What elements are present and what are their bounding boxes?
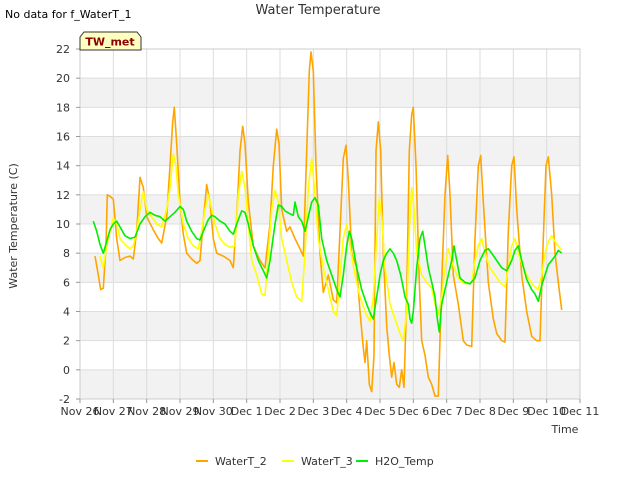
- x-tick-label: Dec 4: [331, 405, 363, 418]
- y-tick-label: 0: [63, 364, 70, 377]
- x-tick-label: Dec 9: [497, 405, 529, 418]
- y-tick-label: 14: [56, 160, 70, 173]
- y-tick-label: 6: [63, 276, 70, 289]
- x-tick-label: Dec 11: [561, 405, 600, 418]
- legend-item-watert-2: WaterT_2: [196, 455, 267, 468]
- x-tick-label: Dec 6: [397, 405, 429, 418]
- legend-label: WaterT_2: [215, 455, 267, 468]
- plot-band: [80, 311, 580, 341]
- plot-background-bands: [80, 78, 580, 399]
- x-tick-label: Dec 3: [297, 405, 329, 418]
- plot-band: [80, 78, 580, 108]
- series-lines: [92, 51, 563, 397]
- legend: WaterT_2 WaterT_3 H2O_Temp: [196, 455, 434, 468]
- x-tick-label: Nov 28: [127, 405, 166, 418]
- x-tick-label: Nov 26: [61, 405, 100, 418]
- x-tick-label: Dec 5: [364, 405, 396, 418]
- y-tick-label: 18: [56, 101, 70, 114]
- x-tick-label: Nov 29: [161, 405, 200, 418]
- x-tick-label: Dec 2: [264, 405, 296, 418]
- y-tick-label: 22: [56, 43, 70, 56]
- x-tick-label: Dec 10: [527, 405, 566, 418]
- x-tick-label: Nov 30: [194, 405, 233, 418]
- tw-met-badge: TW_met: [79, 31, 142, 51]
- y-axis-ticks: -2 0 2 4 6 8 10 12 14 16 18 20 22: [56, 43, 80, 406]
- badge-label: TW_met: [85, 36, 134, 49]
- y-tick-label: 2: [63, 335, 70, 348]
- legend-label: H2O_Temp: [375, 455, 434, 468]
- y-tick-label: 4: [63, 306, 70, 319]
- plot-band: [80, 194, 580, 224]
- x-tick-label: Nov 27: [94, 405, 133, 418]
- y-tick-label: -2: [59, 393, 70, 406]
- y-tick-label: 20: [56, 72, 70, 85]
- legend-item-watert-3: WaterT_3: [282, 455, 353, 468]
- plot-band: [80, 136, 580, 166]
- y-tick-label: 16: [56, 131, 70, 144]
- x-axis-label: Time: [551, 423, 579, 436]
- x-tick-label: Dec 7: [431, 405, 463, 418]
- x-tick-label: Dec 8: [464, 405, 496, 418]
- x-tick-label: Dec 1: [231, 405, 263, 418]
- legend-label: WaterT_3: [301, 455, 353, 468]
- legend-item-h2o-temp: H2O_Temp: [356, 455, 434, 468]
- y-tick-label: 10: [56, 218, 70, 231]
- y-tick-label: 8: [63, 247, 70, 260]
- no-data-note: No data for f_WaterT_1: [5, 8, 131, 21]
- series-line-h2o-temp: [92, 196, 563, 333]
- y-axis-label: Water Temperature (C): [7, 163, 20, 288]
- plot-band: [80, 369, 580, 399]
- chart-title: Water Temperature: [256, 3, 381, 18]
- series-line-watert-3: [99, 153, 563, 342]
- series-line-watert-2: [94, 51, 563, 397]
- grid-lines: [79, 48, 581, 400]
- y-tick-label: 12: [56, 189, 70, 202]
